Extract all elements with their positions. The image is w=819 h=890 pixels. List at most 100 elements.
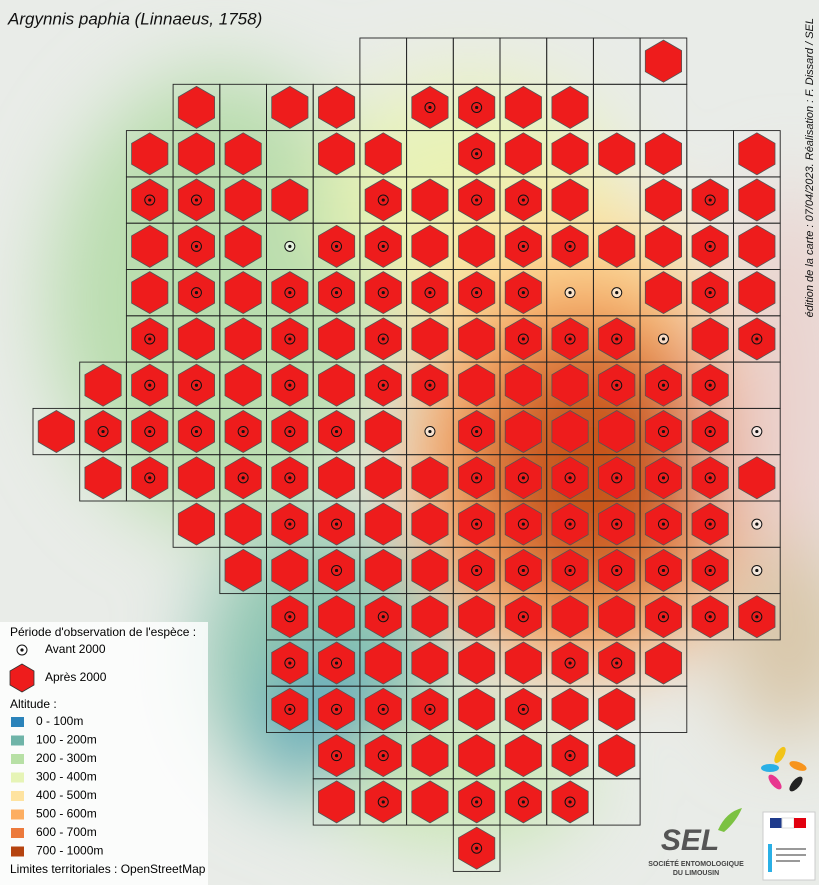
dot-ring — [424, 287, 436, 299]
dot — [755, 522, 759, 526]
dot — [288, 476, 292, 480]
hexagon — [411, 734, 449, 778]
altitude-label: 700 - 1000m — [36, 844, 103, 858]
dot-ring — [657, 518, 669, 530]
hexagon — [738, 132, 776, 176]
dot-ring — [377, 611, 389, 623]
hexagon — [738, 456, 776, 500]
hexagon — [644, 271, 682, 315]
hexagon — [317, 317, 356, 361]
hexagon — [177, 85, 216, 129]
hexagon — [458, 687, 496, 731]
dot-ring — [611, 379, 623, 391]
hexagon — [84, 363, 122, 407]
dot-ring — [237, 426, 249, 438]
hexagon — [224, 132, 262, 176]
dot-ring — [517, 796, 529, 808]
hexagon — [598, 224, 636, 268]
dot-ring — [331, 240, 343, 252]
dot-ring — [471, 796, 483, 808]
hexagon — [317, 456, 356, 500]
dot-ring — [284, 611, 296, 623]
dot — [381, 337, 385, 341]
dot — [334, 707, 339, 711]
dot — [708, 615, 712, 619]
hexagon — [131, 132, 169, 176]
hexagon — [317, 363, 356, 407]
hexagon — [411, 178, 449, 222]
dot — [194, 198, 199, 202]
hexagon — [504, 734, 542, 778]
dot — [708, 429, 712, 434]
dot-ring — [190, 379, 202, 391]
hexagon — [644, 132, 682, 176]
dot-ring — [564, 240, 576, 252]
dot-ring — [284, 703, 296, 715]
dot-ring — [564, 750, 576, 762]
hexagon — [317, 132, 356, 176]
hexagon — [364, 132, 402, 176]
dot-ring — [517, 333, 529, 345]
dot-ring — [377, 703, 389, 715]
hexagon — [177, 317, 216, 361]
hexagon — [644, 224, 682, 268]
hexagon — [458, 224, 496, 268]
dot — [708, 476, 712, 480]
dot — [288, 615, 292, 619]
dot-ring — [564, 564, 576, 576]
dot — [475, 522, 479, 526]
dot-ring — [284, 657, 296, 669]
dot — [148, 337, 152, 341]
hexagon — [598, 410, 636, 453]
dot-ring — [517, 194, 529, 206]
dot-ring — [377, 287, 389, 299]
dot-ring — [564, 657, 576, 669]
dot — [615, 568, 619, 573]
dot — [428, 383, 432, 387]
flower-logo — [761, 746, 807, 792]
dot — [475, 476, 479, 480]
dot — [755, 429, 759, 434]
hexagon — [224, 363, 262, 407]
grid-cell — [452, 824, 501, 872]
hexagon — [271, 178, 309, 222]
dot-ring — [144, 194, 156, 206]
dot — [148, 429, 152, 434]
hexagon — [177, 502, 216, 546]
altitude-label: 400 - 500m — [36, 788, 97, 802]
dot — [381, 198, 385, 202]
logo-name: SEL — [661, 824, 719, 857]
dot — [521, 337, 525, 341]
hexagon — [551, 363, 589, 407]
altitude-swatch — [11, 754, 24, 764]
legend-item: Avant 2000 — [45, 642, 106, 656]
altitude-label: 0 - 100m — [36, 714, 83, 728]
dot — [661, 522, 666, 526]
dot — [661, 568, 666, 573]
dot — [568, 522, 572, 526]
legend-hex — [9, 663, 35, 693]
dot — [568, 661, 572, 665]
dot-ring — [751, 333, 763, 345]
hexagon — [364, 641, 402, 685]
dot-ring — [377, 750, 389, 762]
hexagon — [504, 410, 542, 453]
dot — [334, 754, 339, 758]
dot — [521, 568, 525, 573]
dot — [334, 661, 339, 665]
dot — [288, 429, 292, 434]
credit: édition de la carte : 07/04/2023. Réalis… — [804, 18, 816, 317]
hexagon — [411, 502, 449, 546]
hexagon — [177, 132, 216, 176]
dot-ring — [471, 287, 483, 299]
dot-ring — [284, 287, 296, 299]
dot — [381, 291, 385, 295]
dot — [521, 476, 525, 480]
dot-ring — [331, 564, 343, 576]
dot — [101, 429, 105, 434]
hexagon — [224, 224, 262, 268]
dot-ring — [657, 472, 669, 484]
dot — [521, 522, 525, 526]
hexagon — [271, 85, 309, 129]
hexagon — [458, 317, 496, 361]
